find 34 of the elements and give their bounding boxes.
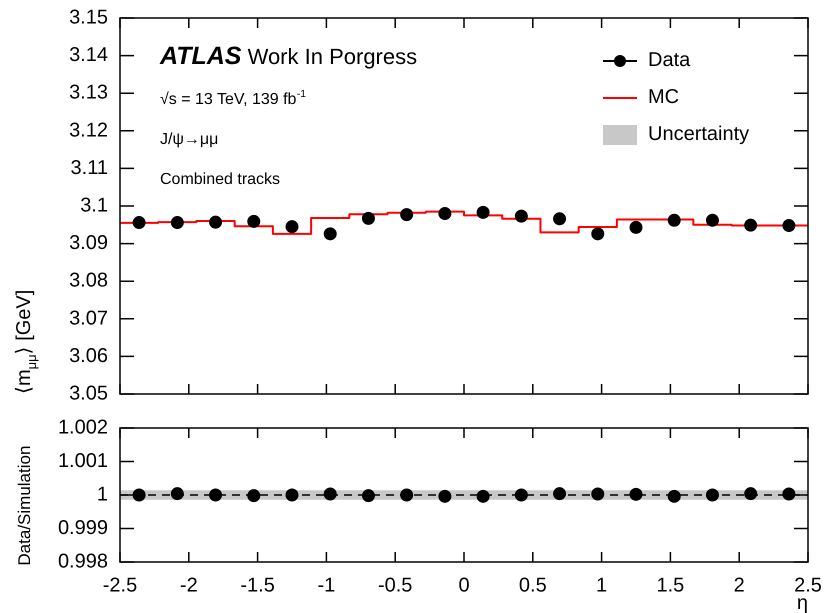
x-tick-label: -1.5 <box>240 574 275 597</box>
text: Uncertainty <box>648 123 750 145</box>
annotation: ATLAS Work In Porgress <box>159 42 418 70</box>
y-tick-label: 3.14 <box>69 44 108 66</box>
x-tick-label: -0.5 <box>378 574 412 597</box>
y-tick-label: 0.999 <box>58 517 108 540</box>
x-tick-label: -2.5 <box>102 574 138 597</box>
y-tick-label: 3.13 <box>69 82 108 104</box>
x-tick-label: -2 <box>180 574 198 597</box>
x-tick-label: -1 <box>318 574 336 597</box>
y-axis-title: ⟨mμμ⟩ [GeV] <box>13 290 39 394</box>
y-tick-label: 3.15 <box>69 6 108 29</box>
y-axis-title: Data/Simulation <box>15 446 34 566</box>
x-tick-label: 1 <box>596 574 608 597</box>
y-tick-label: 1.002 <box>58 416 108 439</box>
y-tick-label: 0.998 <box>58 550 108 573</box>
y-tick-label: 3.07 <box>69 307 108 330</box>
y-tick-label: 3.11 <box>70 156 108 179</box>
legend-label: Data <box>648 49 690 72</box>
annotation: Combined tracks <box>160 171 280 188</box>
y-tick-label: 3.1 <box>80 194 108 217</box>
y-tick-label: 1.001 <box>58 450 108 472</box>
y-tick-label: 3.06 <box>69 344 108 367</box>
y-tick-label: 3.12 <box>69 119 108 142</box>
y-tick-label: 3.08 <box>69 270 108 292</box>
legend-label: MC <box>648 86 680 109</box>
x-tick-label: 2 <box>734 574 745 597</box>
x-tick-label: 0.5 <box>518 574 547 597</box>
y-tick-label: 3.09 <box>69 232 108 254</box>
x-tick-label: 1.5 <box>656 574 684 597</box>
x-tick-label: 0 <box>458 574 470 597</box>
annotation: J/ψ→μμ <box>160 131 218 148</box>
y-tick-label: 3.05 <box>69 382 108 405</box>
y-tick-label: 1 <box>96 484 108 506</box>
